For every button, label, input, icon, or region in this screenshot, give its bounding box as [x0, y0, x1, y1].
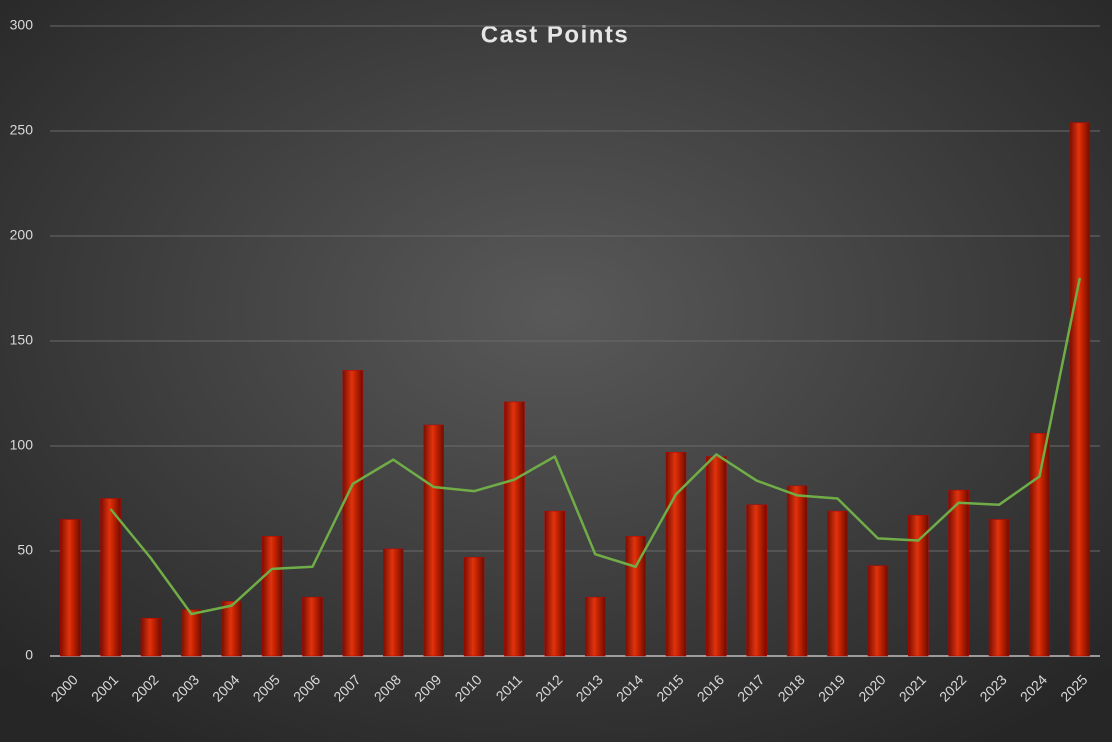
bar [1029, 433, 1050, 657]
bar [261, 536, 283, 657]
bar [867, 565, 889, 657]
bar [504, 401, 525, 657]
bar [908, 515, 929, 657]
y-tick-label: 300 [10, 17, 34, 33]
bar [827, 510, 848, 657]
trend-line [109, 277, 1082, 616]
bar [383, 548, 404, 657]
bar [463, 557, 485, 657]
y-tick-label: 50 [17, 542, 33, 558]
bar [221, 601, 242, 657]
y-tick-label: 150 [10, 332, 34, 348]
y-tick-label: 100 [10, 437, 34, 453]
bar [342, 370, 364, 657]
bar [988, 519, 1010, 657]
bar [100, 498, 121, 657]
bar [1069, 122, 1091, 657]
bar [584, 596, 606, 657]
bar [665, 452, 687, 657]
bar [948, 489, 969, 657]
bar [140, 617, 162, 657]
bar [302, 596, 323, 657]
bar [746, 504, 767, 657]
bar [706, 456, 727, 657]
bar [544, 510, 566, 657]
chart-title: Cast Points [481, 21, 630, 48]
bar [59, 519, 81, 657]
y-tick-label: 250 [10, 122, 34, 138]
y-tick-label: 0 [25, 647, 33, 663]
bar [181, 609, 202, 657]
bar [423, 424, 444, 657]
bar [786, 485, 808, 657]
y-tick-label: 200 [10, 227, 34, 243]
